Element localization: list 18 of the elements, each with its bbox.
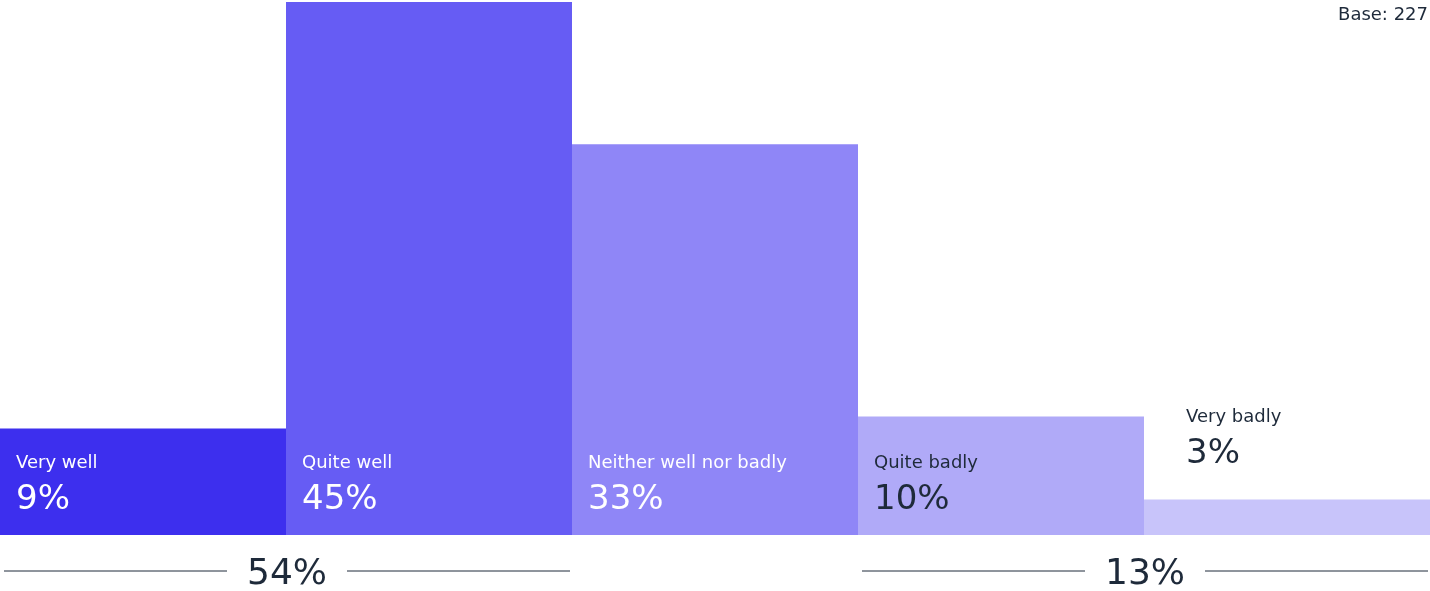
bar	[572, 144, 858, 535]
x-tick-label: Very well	[16, 450, 98, 472]
bar	[1144, 499, 1430, 535]
data-label: 45%	[302, 477, 378, 517]
text: 13%	[1104, 550, 1186, 591]
data-label: 3%	[1186, 431, 1240, 472]
data-label: 9%	[16, 477, 70, 517]
x-tick-label: Quite well	[302, 450, 393, 472]
x-tick-label: Very badly	[1186, 404, 1282, 426]
x-tick-label: Quite badly	[874, 450, 979, 472]
bar	[0, 428, 286, 535]
annotation: Base: 227	[1338, 2, 1429, 24]
data-label: 10%	[874, 477, 950, 517]
x-tick-label: Neither well nor badly	[588, 450, 788, 472]
text: 54%	[246, 550, 328, 591]
bar	[286, 2, 572, 535]
data-label: 33%	[588, 477, 664, 517]
bar	[858, 416, 1144, 535]
